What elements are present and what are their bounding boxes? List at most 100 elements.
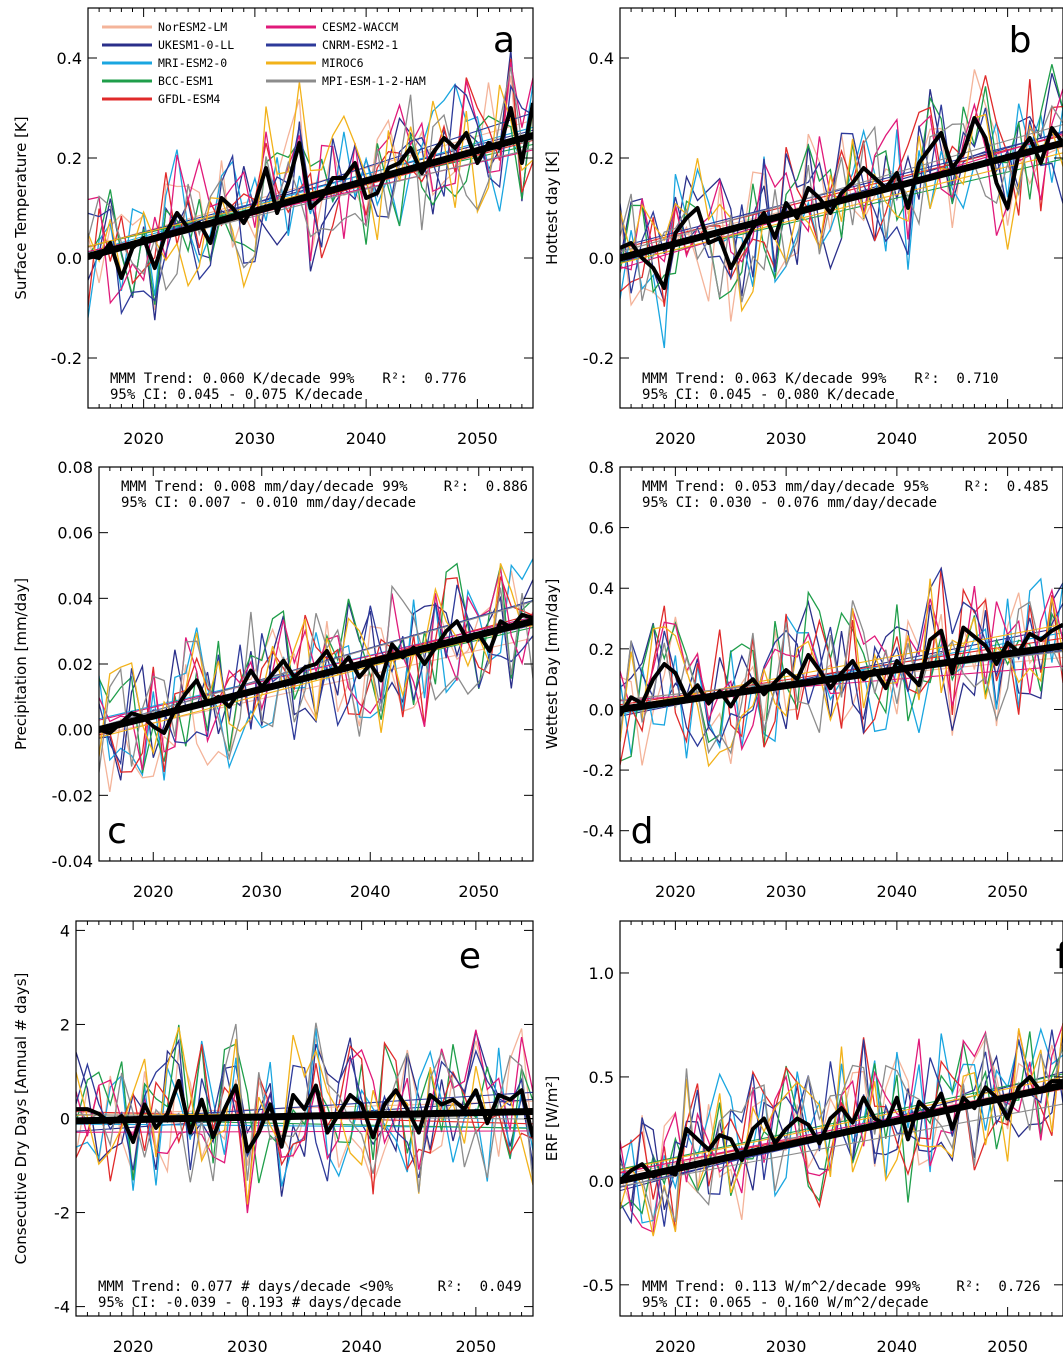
model-series-cnrm-esm2-1 [76,1038,533,1182]
mmm-trend-line [620,642,1063,713]
legend-label: MPI-ESM-1-2-HAM [322,74,426,88]
panel-d: 2020 2030 2040 2050 -0.4 -0.2 0.0 0.2 0.4 0.6 0.8 W… [543,458,1063,901]
y-tick-label: 0.0 [589,249,614,268]
x-tick-label: 2020 [655,429,696,448]
panel-b: 2020 2030 2040 2050 -0.2 0.0 0.2 0.4 Hottest day… [543,7,1063,448]
r2-label: R²: [965,479,990,495]
trend-annotation-line1: MMM Trend: 0.113 W/m^2/decade 99% [642,1279,921,1295]
model-trend-noresm2-lm [88,119,533,249]
y-axis-label: Surface Temperature [K] [12,116,30,299]
mmm-trend-line [99,617,533,734]
trend-annotation-line1: MMM Trend: 0.053 mm/day/decade 95% [642,479,929,495]
y-tick-label: 0.4 [57,49,82,68]
x-tick-label: 2050 [987,1337,1028,1356]
model-trend-mri-esm2-0 [88,126,533,253]
panel-letter: f [1056,936,1063,977]
x-tick-label: 2020 [655,882,696,901]
model-trend-cesm2-waccm [99,616,533,721]
model-series-miroc6 [88,81,533,289]
legend-label: CNRM-ESM2-1 [322,38,398,52]
y-tick-label: 1.0 [589,964,614,983]
mmm-series [99,612,533,735]
y-tick-label: 0.4 [589,49,614,68]
y-tick-label: 0.0 [589,700,614,719]
y-tick-label: 0.8 [589,458,614,477]
y-tick-label: 0.2 [57,149,82,168]
y-tick-label: 0.02 [57,655,93,674]
y-tick-label: 0.0 [589,1172,614,1191]
x-tick-label: 2030 [227,1337,268,1356]
model-trend-ukesm1-0-ll [88,129,533,248]
mmm-series [620,1074,1063,1183]
plot-area [620,64,1063,349]
model-series-mpi-esm-1-2-ham [620,1033,1063,1223]
legend-label: MIROC6 [322,56,364,70]
y-axis-label: Consecutive Dry Days [Annual # days] [12,973,30,1265]
model-trend-miroc6 [620,623,1063,709]
model-trend-miroc6 [620,152,1063,264]
x-tick-label: 2030 [766,429,807,448]
model-series-bcc-esm1 [620,64,1063,300]
x-tick-label: 2030 [241,882,282,901]
y-tick-label: 0 [60,1110,70,1129]
r2-value: 0.776 [424,371,466,387]
panel-f: 2020 2030 2040 2050 -0.5 0.0 0.5 1.0 ERF [W/m²] f… [543,920,1063,1356]
panel-letter: b [1009,20,1032,61]
plot-area [620,566,1063,768]
r2-value: 0.886 [486,479,528,495]
model-series-gfdl-esm4 [620,1022,1063,1231]
y-tick-label: -0.2 [583,761,614,780]
legend-label: CESM2-WACCM [322,20,398,34]
y-axis-label: Precipitation [mm/day] [12,578,30,750]
y-tick-label: 0.5 [589,1068,614,1087]
mmm-series [76,1078,533,1154]
y-tick-label: 0.06 [57,524,93,543]
model-trend-mpi-esm-1-2-ham [620,1103,1063,1187]
model-series-ukesm1-0-ll [620,582,1063,731]
legend-label: MRI-ESM2-0 [158,56,227,70]
model-series-cesm2-waccm [76,1029,533,1214]
x-tick-label: 2040 [877,882,918,901]
y-tick-label: -0.2 [583,349,614,368]
x-tick-label: 2050 [987,882,1028,901]
panel-letter: d [631,811,654,852]
r2-label: R²: [382,371,407,387]
y-tick-label: 0.04 [57,589,93,608]
mmm-trend-line [620,139,1063,262]
r2-label: R²: [914,371,939,387]
trend-annotation-line1: MMM Trend: 0.077 # days/decade <90% [98,1279,394,1295]
r2-value: 0.710 [956,371,998,387]
x-tick-label: 2040 [877,1337,918,1356]
legend-label: BCC-ESM1 [158,74,213,88]
x-tick-label: 2020 [655,1337,696,1356]
y-tick-label: 0.0 [57,249,82,268]
model-series-miroc6 [620,113,1063,313]
y-tick-label: -4 [54,1298,70,1317]
x-tick-label: 2030 [766,1337,807,1356]
y-tick-label: 0.2 [589,149,614,168]
plot-area [76,1022,533,1214]
y-axis-label: Wettest Day [mm/day] [543,579,561,750]
legend-label: NorESM2-LM [158,20,227,34]
y-tick-label: 0.2 [589,640,614,659]
trend-annotation-line1: MMM Trend: 0.063 K/decade 99% [642,371,887,387]
mmm-series [620,622,1063,717]
trend-annotation-line2: 95% CI: 0.030 - 0.076 mm/day/decade [642,495,937,511]
y-tick-label: 0.6 [589,519,614,538]
panel-letter: a [493,20,515,61]
x-tick-label: 2050 [458,882,499,901]
mmm-trend-line [88,132,533,260]
r2-value: 0.049 [480,1279,522,1295]
y-tick-label: -0.5 [583,1276,614,1295]
panel-c: 2020 2030 2040 2050 -0.04 -0.02 0.00 0.02 0.04 0.… [12,458,534,901]
y-tick-label: -0.02 [52,786,93,805]
model-series-cesm2-waccm [99,568,533,771]
r2-value: 0.726 [998,1279,1040,1295]
trend-annotation-line2: 95% CI: 0.065 - 0.160 W/m^2/decade [642,1295,929,1311]
r2-label: R²: [444,479,469,495]
r2-label: R²: [438,1279,463,1295]
x-tick-label: 2030 [766,882,807,901]
model-trend-cesm2-waccm [76,1130,533,1133]
x-tick-label: 2030 [235,429,276,448]
